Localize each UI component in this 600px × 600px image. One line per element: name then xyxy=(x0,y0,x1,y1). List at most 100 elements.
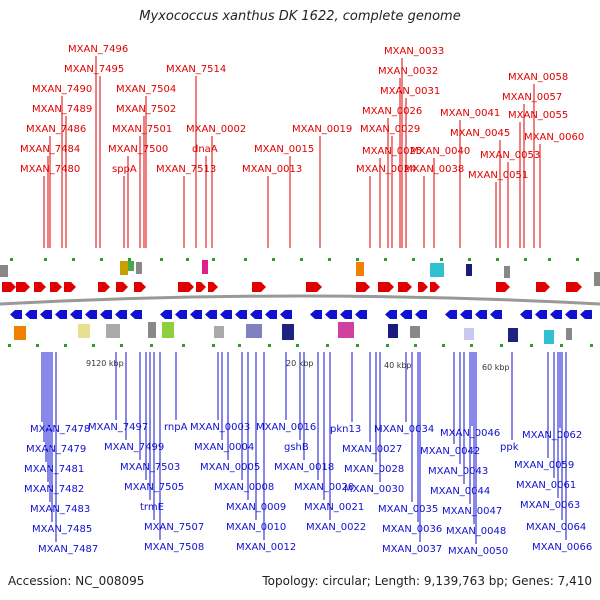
forward-gene-label: MXAN_0055 xyxy=(508,110,568,121)
forward-gene-label: MXAN_0026 xyxy=(362,106,422,117)
forward-gene-arrow xyxy=(306,282,322,292)
reverse-gene-arrow xyxy=(415,310,427,319)
forward-gene-label: MXAN_7490 xyxy=(32,84,92,95)
tick-mark xyxy=(160,258,163,261)
cog-box xyxy=(430,263,444,277)
tick-mark xyxy=(300,258,303,261)
tick-mark xyxy=(328,258,331,261)
reverse-gene-arrow xyxy=(40,310,52,319)
tick-mark xyxy=(72,258,75,261)
cog-box xyxy=(356,262,364,276)
forward-gene-label: MXAN_0033 xyxy=(384,46,444,57)
reverse-gene-label: MXAN_0030 xyxy=(344,484,404,495)
reverse-gene-arrow xyxy=(445,310,457,319)
cog-box xyxy=(0,265,8,277)
reverse-gene-label: MXAN_0043 xyxy=(428,466,488,477)
reverse-gene-arrow xyxy=(400,310,412,319)
forward-gene-label: MXAN_0024 xyxy=(356,164,416,175)
reverse-gene-label: MXAN_0048 xyxy=(446,526,506,537)
tick-mark xyxy=(100,258,103,261)
cog-box xyxy=(410,326,420,338)
genome-summary-text: Topology: circular; Length: 9,139,763 bp… xyxy=(262,574,592,588)
tick-mark xyxy=(212,258,215,261)
cog-box xyxy=(78,324,90,338)
reverse-gene-arrow xyxy=(520,310,532,319)
cog-box xyxy=(544,330,554,344)
reverse-gene-label: MXAN_0005 xyxy=(200,462,260,473)
reverse-gene-arrow xyxy=(340,310,352,319)
reverse-gene-label: MXAN_0016 xyxy=(256,422,316,433)
reverse-gene-arrow xyxy=(250,310,262,319)
reverse-gene-label: pkn13 xyxy=(330,424,361,435)
tick-mark xyxy=(468,258,471,261)
forward-gene-label: MXAN_0045 xyxy=(450,128,510,139)
reverse-gene-label: trmE xyxy=(140,502,164,513)
tick-mark xyxy=(414,344,417,347)
reverse-gene-label: MXAN_0035 xyxy=(378,504,438,515)
reverse-gene-label: MXAN_7482 xyxy=(24,484,84,495)
genome-backbone-line xyxy=(0,294,600,306)
tick-mark xyxy=(496,258,499,261)
tick-mark xyxy=(548,258,551,261)
tick-mark xyxy=(36,344,39,347)
kbp-tick-labels: 9120 kbp 20 kbp 40 kbp 60 kbp xyxy=(86,359,510,372)
cog-box xyxy=(202,260,208,274)
reverse-gene-label: MXAN_7499 xyxy=(104,442,164,453)
kbp-tick-label: 40 kbp xyxy=(384,361,412,370)
forward-gene-label: MXAN_7513 xyxy=(156,164,216,175)
tick-mark xyxy=(272,258,275,261)
reverse-gene-label: MXAN_7497 xyxy=(88,422,148,433)
forward-gene-arrow xyxy=(378,282,394,292)
reverse-gene-label: MXAN_0020 xyxy=(294,482,354,493)
tick-mark xyxy=(470,344,473,347)
reverse-gene-label: MXAN_0066 xyxy=(532,542,592,553)
reverse-gene-label: MXAN_7505 xyxy=(124,482,184,493)
reverse-gene-labels: MXAN_7478 MXAN_7479 MXAN_7481 MXAN_7482 MXAN… xyxy=(24,422,592,557)
forward-gene-label: MXAN_0038 xyxy=(404,164,464,175)
cog-box xyxy=(504,266,510,278)
cog-box xyxy=(128,261,134,271)
forward-gene-label: MXAN_0013 xyxy=(242,164,302,175)
forward-gene-arrow xyxy=(566,282,582,292)
reverse-gene-label: MXAN_0037 xyxy=(382,544,442,555)
tick-mark xyxy=(326,344,329,347)
forward-gene-arrow xyxy=(208,282,218,292)
tick-mark xyxy=(244,258,247,261)
forward-gene-label: MXAN_7496 xyxy=(68,44,128,55)
reverse-gene-arrow xyxy=(100,310,112,319)
reverse-gene-arrow xyxy=(535,310,547,319)
tick-mark xyxy=(182,344,185,347)
tick-mark xyxy=(64,344,67,347)
forward-gene-arrow xyxy=(356,282,370,292)
reverse-gene-arrow xyxy=(565,310,577,319)
forward-gene-label: MXAN_7500 xyxy=(108,144,168,155)
cog-box xyxy=(282,324,294,340)
forward-gene-arrow xyxy=(496,282,510,292)
reverse-gene-label: MXAN_0046 xyxy=(440,428,500,439)
forward-gene-label: MXAN_0057 xyxy=(502,92,562,103)
reverse-gene-label: MXAN_0061 xyxy=(516,480,576,491)
cog-box xyxy=(14,326,26,340)
forward-gene-label: MXAN_7502 xyxy=(116,104,176,115)
forward-gene-arrow xyxy=(2,282,16,292)
tick-mark xyxy=(268,344,271,347)
cog-box xyxy=(120,261,128,275)
reverse-gene-arrow xyxy=(220,310,232,319)
reverse-gene-label: MXAN_7487 xyxy=(38,544,98,555)
reverse-gene-label: MXAN_0010 xyxy=(226,522,286,533)
forward-gene-arrow xyxy=(196,282,206,292)
reverse-gene-label: MXAN_0036 xyxy=(382,524,442,535)
reverse-gene-arrow xyxy=(160,310,172,319)
reverse-gene-arrow xyxy=(10,310,22,319)
reverse-gene-label: MXAN_0008 xyxy=(214,482,274,493)
tick-mark xyxy=(10,258,13,261)
reverse-gene-arrow xyxy=(580,310,592,319)
tick-mark xyxy=(524,258,527,261)
reverse-gene-arrow xyxy=(475,310,487,319)
cog-box xyxy=(464,328,474,340)
cog-box xyxy=(594,272,600,286)
forward-gene-label: MXAN_7489 xyxy=(32,104,92,115)
reverse-gene-label: ppk xyxy=(500,442,519,453)
reverse-gene-label: MXAN_0027 xyxy=(342,444,402,455)
reverse-gene-arrow xyxy=(190,310,202,319)
